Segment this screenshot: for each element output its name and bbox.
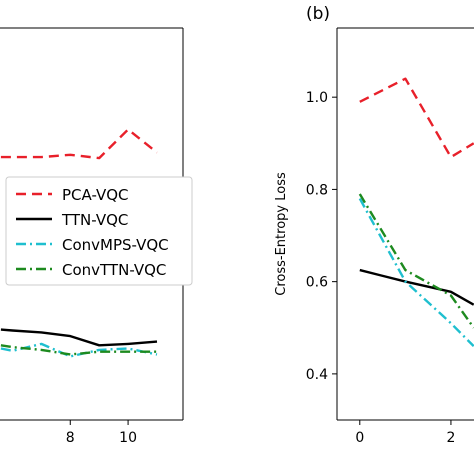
series-line-ttn-vqc — [0, 328, 158, 347]
x-tick-label: 8 — [66, 430, 75, 446]
y-tick-label: 0.8 — [306, 182, 328, 198]
panel-b: 0 2 0.4 0.6 0.8 1.0 Cross-Entropy Loss (b) — [274, 4, 474, 446]
x-tick-label: 0 — [355, 430, 364, 446]
series-line-ttn-vqc — [359, 268, 474, 306]
series-line-convttn-vqc — [0, 344, 157, 356]
x-tick-label: 2 — [446, 430, 455, 446]
series-group — [0, 128, 158, 358]
panel-label: (b) — [306, 4, 330, 24]
legend-label: TTN-VQC — [61, 211, 128, 229]
y-tick-label: 0.4 — [306, 367, 328, 383]
y-tick-label: 0.6 — [306, 275, 328, 291]
series-line-pca-vqc — [359, 77, 474, 159]
series-line-convttn-vqc — [358, 193, 474, 329]
x-tick-label: 10 — [119, 430, 137, 446]
y-tick-label: 1.0 — [306, 90, 328, 106]
y-axis-label: Cross-Entropy Loss — [274, 172, 289, 296]
series-group — [358, 77, 474, 348]
series-line-convmps-vqc — [0, 342, 158, 358]
panel-a: 8 10 PCA-VQC TTN-VQC ConvMPS-VQC ConvTTN-VQC — [0, 27, 193, 446]
legend-label: ConvMPS-VQC — [62, 236, 169, 254]
series-line-pca-vqc — [0, 128, 158, 160]
series-line-convmps-vqc — [358, 198, 474, 348]
legend-box — [5, 176, 193, 286]
legend-label: ConvTTN-VQC — [62, 261, 166, 279]
legend-label: PCA-VQC — [62, 186, 129, 204]
